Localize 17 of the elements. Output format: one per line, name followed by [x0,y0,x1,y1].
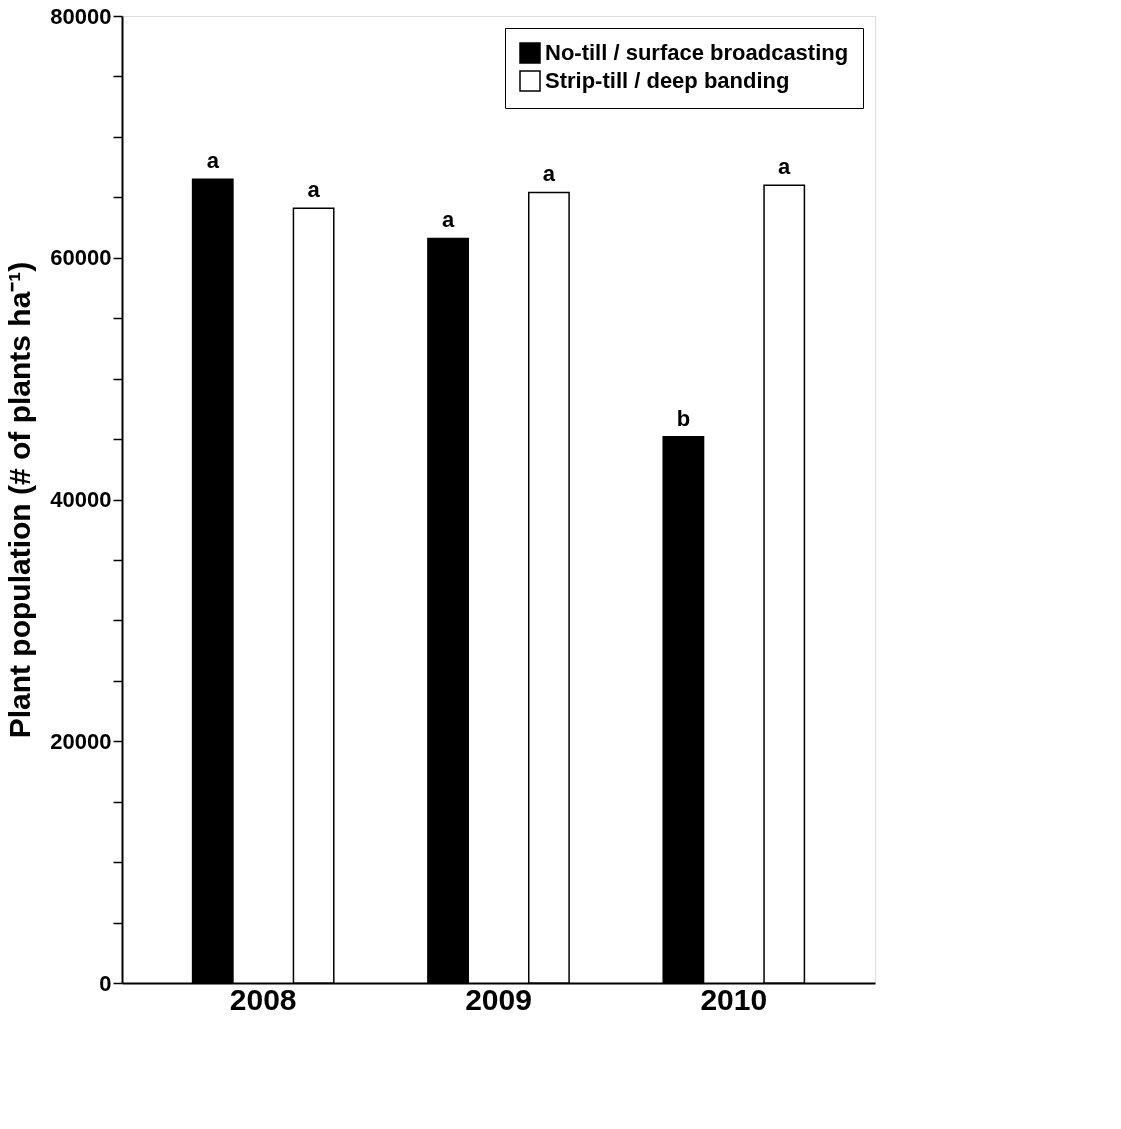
data-label: a [542,161,556,187]
data-label: a [307,177,321,203]
y-tick-label: 0 [99,970,112,996]
x-tick-label: 2008 [229,982,297,1016]
y-tick-label: 20000 [50,728,112,754]
y-axis-title: Plant population (# of plants ha⁻¹) [3,261,37,739]
y-tick-label: 60000 [50,245,112,271]
legend-label: Strip-till / deep banding [545,68,790,93]
data-label: a [206,148,220,174]
y-tick-label: 80000 [50,3,112,29]
data-label: a [778,154,792,180]
data-label: a [441,207,455,233]
x-tick-label: 2009 [465,982,532,1016]
x-tick-label: 2010 [700,982,768,1016]
legend-label: No-till / surface broadcasting [545,40,849,65]
y-tick-label: 40000 [50,487,112,512]
data-label: b [676,405,691,431]
